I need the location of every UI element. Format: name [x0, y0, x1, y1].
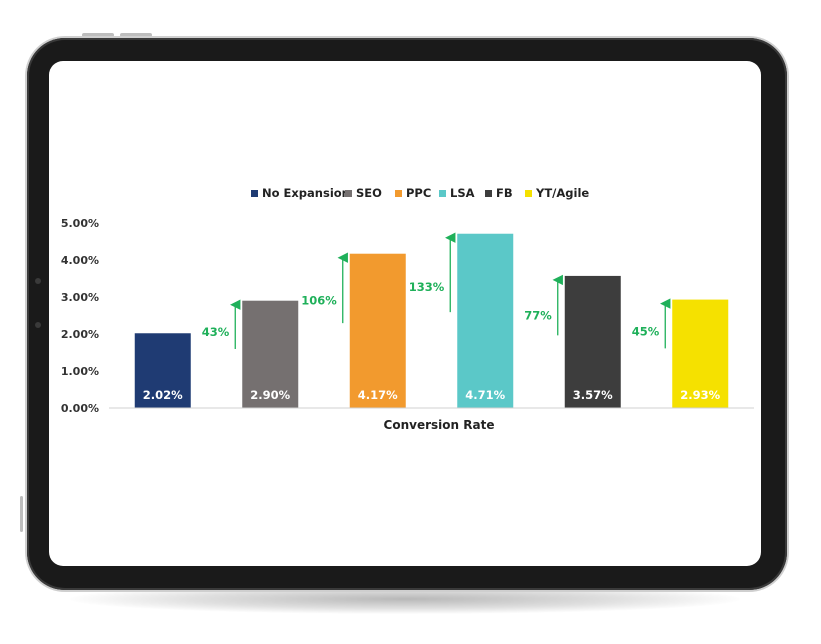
y-tick-label: 3.00% [61, 291, 99, 304]
tablet-screen: No Expansion SEO PPC LSA FB YT/Agile 0.00% 1.0… [49, 61, 761, 566]
bar [134, 333, 191, 408]
bar-series: 2.02% 2.90% 43% 4.17% 106% 4.71% 133% 3.57% 77% 2… [134, 232, 729, 408]
bar-value-label: 2.02% [143, 388, 183, 402]
legend-swatch [439, 190, 446, 197]
legend-label: SEO [356, 186, 382, 200]
increase-label: 106% [301, 294, 337, 308]
bar-value-label: 3.57% [573, 388, 613, 402]
increase-label: 77% [524, 308, 552, 322]
legend-label: YT/Agile [535, 186, 589, 200]
y-tick-label: 2.00% [61, 328, 99, 341]
bar-value-label: 4.17% [358, 388, 398, 402]
bar-value-label: 2.93% [680, 388, 720, 402]
tablet-frame: No Expansion SEO PPC LSA FB YT/Agile 0.00% 1.0… [27, 38, 787, 590]
legend-swatch [395, 190, 402, 197]
bar [564, 275, 621, 408]
bar [242, 300, 299, 408]
legend-swatch [525, 190, 532, 197]
conversion-rate-chart: No Expansion SEO PPC LSA FB YT/Agile 0.00% 1.0… [61, 186, 754, 432]
increase-label: 133% [409, 280, 445, 294]
y-tick-label: 1.00% [61, 365, 99, 378]
legend-label: No Expansion [262, 186, 350, 200]
bar-value-label: 2.90% [250, 388, 290, 402]
legend-swatch [251, 190, 258, 197]
volume-up-button [82, 33, 114, 37]
legend-label: FB [496, 186, 513, 200]
power-button [20, 496, 23, 532]
bar [349, 253, 406, 408]
bar [672, 299, 729, 408]
y-tick-label: 5.00% [61, 217, 99, 230]
x-axis-label: Conversion Rate [384, 418, 495, 432]
x-axis: Conversion Rate [109, 407, 754, 432]
y-axis: 0.00% 1.00% 2.00% 3.00% 4.00% 5.00% [61, 217, 99, 415]
legend-label: PPC [406, 186, 431, 200]
chart-legend: No Expansion SEO PPC LSA FB YT/Agile [251, 186, 589, 200]
y-tick-label: 4.00% [61, 254, 99, 267]
increase-label: 45% [632, 324, 660, 338]
volume-down-button [120, 33, 152, 37]
legend-label: LSA [450, 186, 475, 200]
legend-swatch [485, 190, 492, 197]
legend-swatch [345, 190, 352, 197]
sensor-icon [35, 322, 41, 328]
camera-icon [35, 278, 41, 284]
increase-label: 43% [202, 325, 230, 339]
y-tick-label: 0.00% [61, 402, 99, 415]
bar-value-label: 4.71% [465, 388, 505, 402]
bar [457, 233, 514, 408]
